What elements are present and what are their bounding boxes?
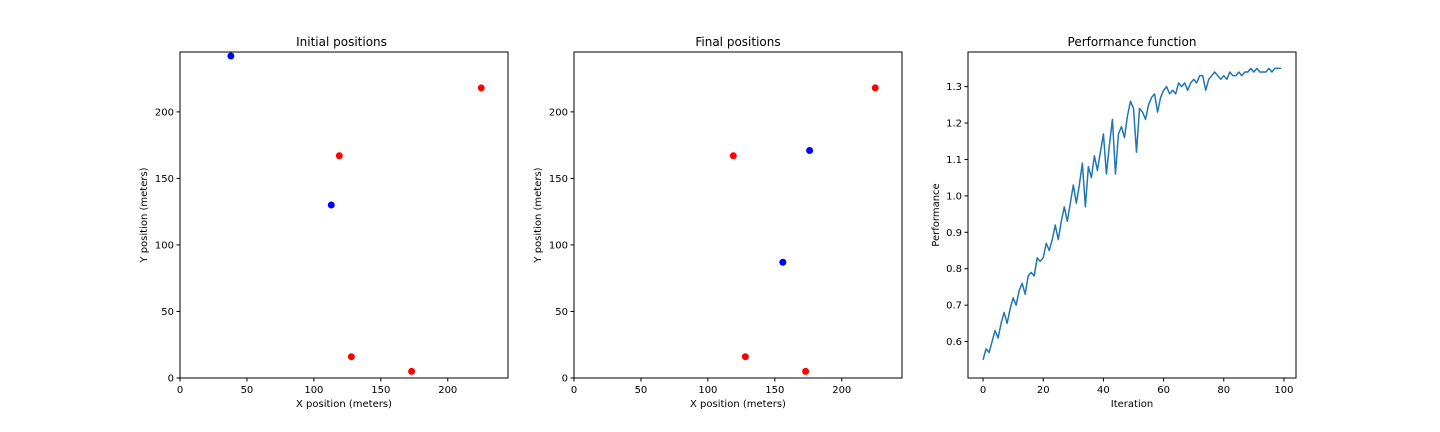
- scatter-point: [741, 353, 749, 361]
- scatter-point: [779, 258, 787, 266]
- axes-frame: [179, 51, 509, 379]
- y-tick-label: 0.6: [946, 337, 962, 348]
- scatter-point: [335, 152, 343, 160]
- scatter-point: [802, 367, 810, 375]
- y-tick-label: 1.0: [946, 191, 962, 202]
- y-tick-label: 50: [161, 307, 174, 318]
- y-tick-label: 0: [168, 374, 174, 385]
- scatter-point: [871, 84, 879, 92]
- y-tick-label: 50: [555, 307, 568, 318]
- scatter-points: [227, 52, 485, 375]
- y-tick-label: 150: [549, 174, 568, 185]
- x-tick-label: 100: [698, 385, 717, 396]
- performance-line: [982, 67, 1281, 360]
- x-axis-label: X position (meters): [296, 399, 392, 410]
- scatter-point: [806, 146, 814, 154]
- y-tick-label: 1.2: [946, 119, 962, 130]
- x-axis-label: Iteration: [1111, 399, 1153, 410]
- subplot-initial-positions: Initial positions 0 50 100 150 200 0 50 100 150…: [139, 35, 509, 410]
- chart-title: Initial positions: [296, 35, 387, 49]
- y-tick-label: 1.1: [946, 155, 962, 166]
- scatter-points: [729, 84, 879, 375]
- scatter-point: [477, 84, 485, 92]
- chart-title: Final positions: [695, 35, 780, 49]
- axes-frame: [573, 51, 903, 379]
- x-tick-label: 150: [765, 385, 784, 396]
- x-tick-label: 100: [304, 385, 323, 396]
- x-tick-label: 150: [371, 385, 390, 396]
- y-tick-label: 200: [155, 107, 174, 118]
- x-tick-label: 0: [980, 385, 986, 396]
- x-ticks: 0 20 40 60 80 100: [980, 378, 1294, 396]
- scatter-point: [347, 353, 355, 361]
- scatter-point: [227, 52, 235, 60]
- y-tick-label: 200: [549, 107, 568, 118]
- scatter-point: [327, 201, 335, 209]
- axes-frame: [967, 51, 1297, 379]
- y-tick-label: 0.9: [946, 228, 962, 239]
- x-tick-label: 0: [177, 385, 183, 396]
- x-ticks: 0 50 100 150 200: [571, 378, 851, 396]
- chart-title: Performance function: [1068, 35, 1197, 49]
- y-ticks: 0.6 0.7 0.8 0.9 1.0 1.1 1.2 1.3: [946, 82, 968, 348]
- x-tick-label: 20: [1037, 385, 1050, 396]
- x-tick-label: 80: [1217, 385, 1230, 396]
- x-tick-label: 50: [241, 385, 254, 396]
- y-axis-label: Y position (meters): [533, 167, 544, 263]
- x-ticks: 0 50 100 150 200: [177, 378, 457, 396]
- x-axis-label: X position (meters): [690, 399, 786, 410]
- series-line: [982, 67, 1281, 360]
- scatter-point: [408, 367, 416, 375]
- y-tick-label: 150: [155, 174, 174, 185]
- x-tick-label: 200: [438, 385, 457, 396]
- x-tick-label: 50: [635, 385, 648, 396]
- y-tick-label: 100: [155, 240, 174, 251]
- y-tick-label: 0: [562, 374, 568, 385]
- y-tick-label: 0.8: [946, 264, 962, 275]
- y-ticks: 0 50 100 150 200: [155, 107, 180, 385]
- y-axis-label: Performance: [931, 183, 942, 246]
- subplot-performance-function: Performance function 0.6 0.7 0.8 0.9 1.0 1.1 1…: [931, 35, 1297, 410]
- scatter-point: [729, 152, 737, 160]
- x-tick-label: 200: [832, 385, 851, 396]
- y-tick-label: 100: [549, 240, 568, 251]
- x-tick-label: 40: [1097, 385, 1110, 396]
- y-ticks: 0 50 100 150 200: [549, 107, 574, 385]
- x-tick-label: 100: [1274, 385, 1293, 396]
- y-tick-label: 0.7: [946, 301, 962, 312]
- subplot-final-positions: Final positions 0 50 100 150 200 0 50 100 150 20…: [533, 35, 903, 410]
- x-tick-label: 0: [571, 385, 577, 396]
- y-tick-label: 1.3: [946, 82, 962, 93]
- y-axis-label: Y position (meters): [139, 167, 150, 263]
- x-tick-label: 60: [1157, 385, 1170, 396]
